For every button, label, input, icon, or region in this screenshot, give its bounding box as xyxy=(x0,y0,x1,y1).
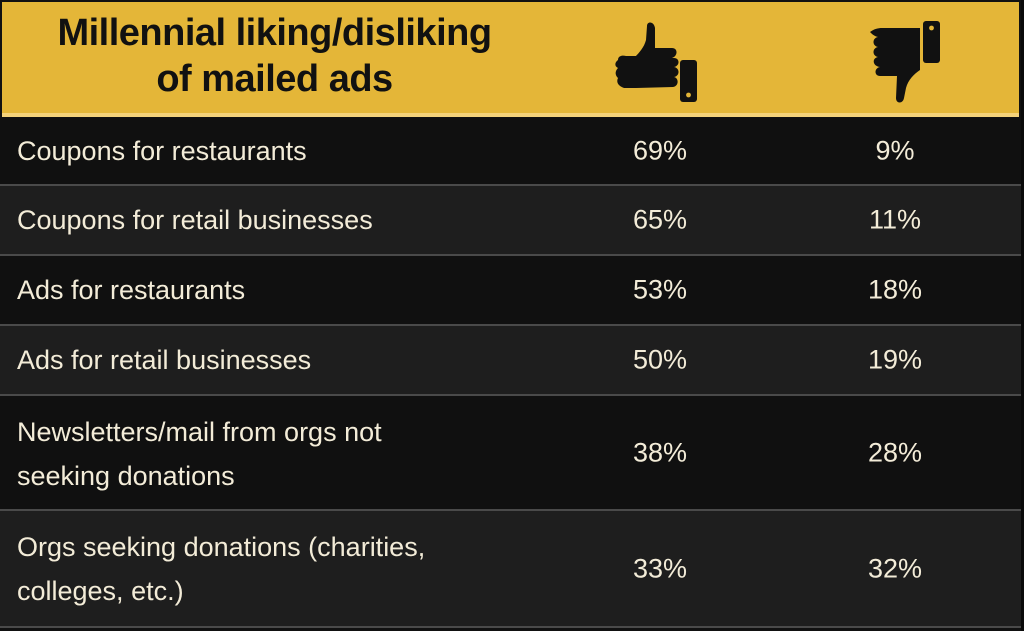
dislike-value: 18% xyxy=(867,274,923,305)
row-label-line-1: Orgs seeking donations (charities, xyxy=(17,532,426,562)
title-line-2: of mailed ads xyxy=(156,58,393,100)
table-row: Orgs seeking donations (charities, colle… xyxy=(0,511,1021,628)
dislike-value: 11% xyxy=(868,204,922,235)
thumbs-down-icon xyxy=(870,21,940,103)
table-row: Coupons for restaurants 69% 9% xyxy=(0,117,1021,186)
dislike-value: 32% xyxy=(867,553,923,583)
row-label: Coupons for restaurants xyxy=(17,136,307,166)
row-label-line-2: colleges, etc.) xyxy=(17,576,184,606)
table-row: Ads for restaurants 53% 18% xyxy=(0,256,1021,326)
table-row: Coupons for retail businesses 65% 11% xyxy=(0,186,1021,256)
like-value: 69% xyxy=(632,135,688,165)
like-value: 33% xyxy=(632,553,688,583)
row-label: Newsletters/mail from orgs not seeking d… xyxy=(17,410,382,498)
row-label: Ads for restaurants xyxy=(17,275,246,305)
table-row: Newsletters/mail from orgs not seeking d… xyxy=(0,396,1021,511)
like-value: 65% xyxy=(632,204,688,235)
thumbs-up-icon xyxy=(615,22,697,102)
table-header: Millennial liking/disliking of mailed ad… xyxy=(2,2,1019,117)
dislike-value: 28% xyxy=(867,437,923,467)
title-line-1: Millennial liking/disliking xyxy=(57,12,492,54)
row-label-line-1: Newsletters/mail from orgs not xyxy=(17,417,382,447)
table-row: Ads for retail businesses 50% 19% xyxy=(0,326,1021,396)
dislike-value: 9% xyxy=(875,135,915,165)
like-value: 53% xyxy=(632,274,688,305)
dislike-value: 19% xyxy=(867,344,923,375)
row-label: Orgs seeking donations (charities, colle… xyxy=(17,525,425,613)
table-title: Millennial liking/disliking of mailed ad… xyxy=(2,10,547,102)
row-label: Ads for retail businesses xyxy=(17,345,312,375)
like-value: 50% xyxy=(632,344,688,375)
row-label-line-2: seeking donations xyxy=(17,461,235,491)
like-value: 38% xyxy=(632,437,688,467)
row-label: Coupons for retail businesses xyxy=(17,205,373,235)
